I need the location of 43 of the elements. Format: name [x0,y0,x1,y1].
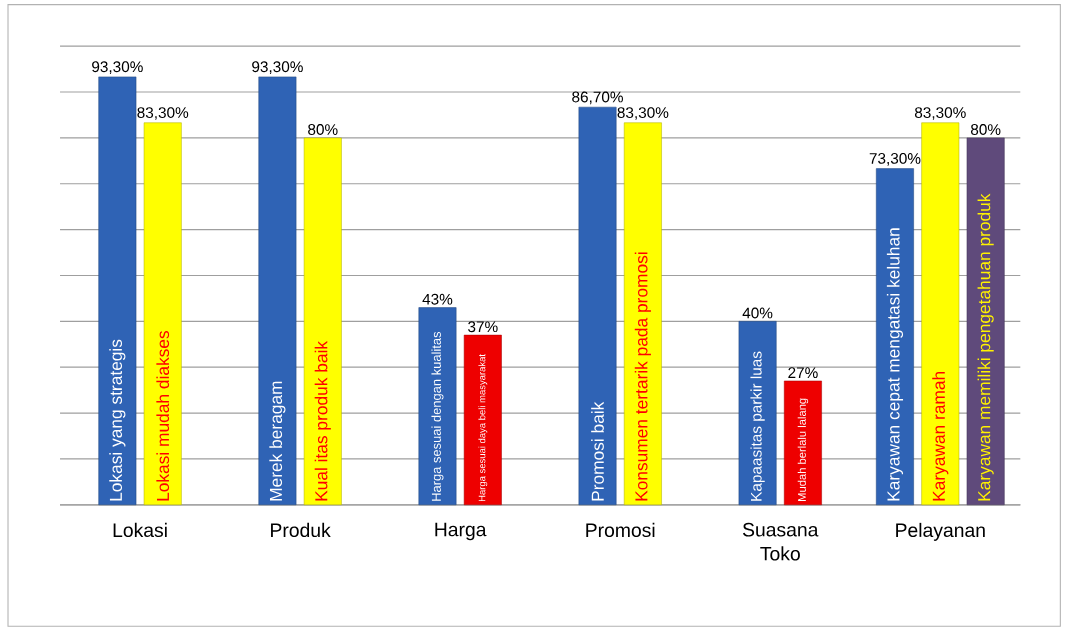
annotation: Mudah berlalu lalang [797,398,809,501]
x-tick-label: Produk [271,522,331,537]
annotation: Lokasi mudah diakses [156,330,170,501]
data-label: 80% [308,123,338,135]
annotation: Promosi baik [591,401,604,501]
data-label: 93,30% [252,61,303,74]
data-label: 40% [742,307,773,319]
data-label: 83,30% [914,107,966,120]
bar [463,334,502,505]
data-label: 37% [468,321,498,333]
bar [303,137,342,505]
annotation: Karyawan cepat mengatasi keluhan [886,228,904,501]
data-label: 93,30% [92,61,143,74]
annotation: Kapaasitas parkir luas [750,351,765,501]
data-label: 43% [422,293,453,305]
annotation: Karyawan ramah [932,371,949,501]
bar [578,106,617,505]
annotation: Harga sesuai dengan kualitas [431,331,444,501]
x-tick-label: Pelayanan [896,522,985,541]
x-tick-label: Promosi [586,522,655,537]
x-tick-label: Suasana Toko [742,522,819,561]
bar [966,137,1005,505]
annotation: Harga sesuai daya beli masyarakat [478,353,488,502]
data-label: 73,30% [869,152,921,166]
bar [738,320,777,505]
annotation: Merek beragam [269,381,286,501]
data-label: 83,30% [617,107,669,120]
bar [98,76,137,505]
data-label: 27% [788,367,818,378]
bar [258,76,297,505]
bar [623,122,662,505]
x-tick-label: Lokasi [113,522,167,537]
annotation: Karyawan memiliki pengetahuan produk [977,193,994,501]
annotation: Konsumen tertarik pada promosi [634,252,651,501]
data-label: 80% [970,123,1001,135]
annotation: Kual itas produk baik [314,340,331,501]
annotation: Lokasi yang strategis [109,339,126,501]
bar [143,122,182,505]
data-label: 86,70% [572,91,623,105]
x-tick-label: Harga [435,522,487,541]
bar [418,307,457,505]
data-label: 83,30% [137,107,189,120]
bar [783,380,822,505]
